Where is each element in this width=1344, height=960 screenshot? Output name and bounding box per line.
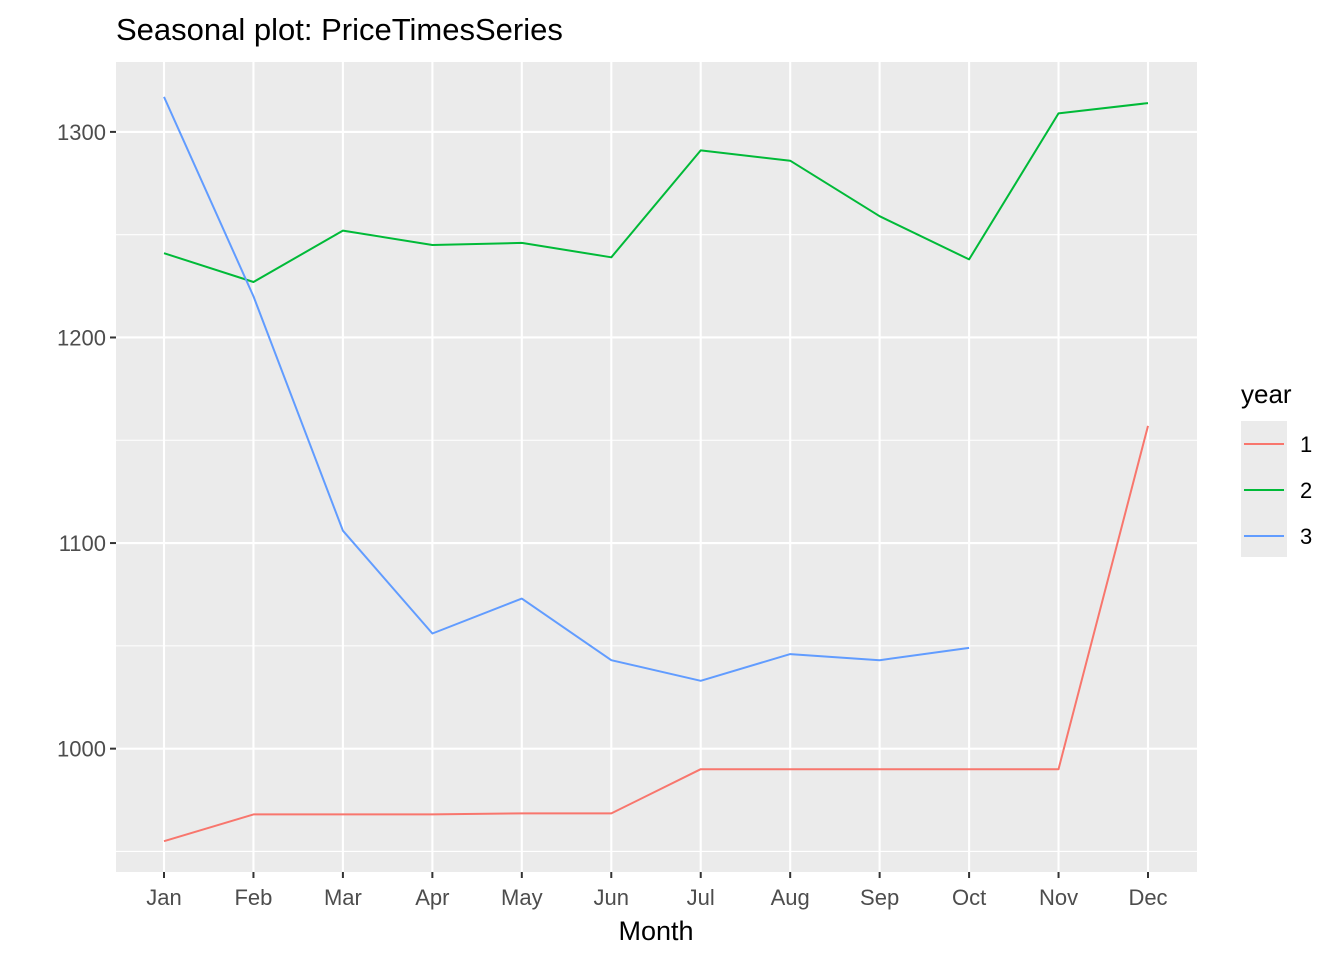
legend-title: year [1241, 379, 1292, 409]
legend-label-year-2: 2 [1300, 478, 1312, 503]
y-tick-label: 1300 [57, 120, 106, 145]
series-lines [163, 96, 1149, 843]
x-tick-label: Nov [1039, 885, 1078, 910]
legend-label-year-3: 3 [1300, 524, 1312, 549]
x-tick-label: Jun [594, 885, 629, 910]
x-tick-label: Mar [324, 885, 362, 910]
x-tick-label: Dec [1128, 885, 1167, 910]
y-tick-label: 1000 [57, 737, 106, 762]
x-tick-label: Feb [234, 885, 272, 910]
x-tick-label: Sep [860, 885, 899, 910]
chart-title: Seasonal plot: PriceTimesSeries [116, 12, 563, 47]
y-tick-label: 1100 [59, 531, 106, 556]
x-tick-label: Aug [771, 885, 810, 910]
x-tick-label: May [501, 885, 543, 910]
x-tick-label: Oct [952, 885, 986, 910]
y-tick-label: 1200 [57, 325, 106, 350]
legend: year 1 2 3 [1241, 379, 1312, 557]
x-tick-label: Jul [687, 885, 715, 910]
x-tick-label: Jan [146, 885, 181, 910]
series-line-year-1 [163, 425, 1149, 843]
x-axis: Jan Feb Mar Apr May Jun Jul Aug Sep Oct Nov Dec [146, 872, 1168, 910]
legend-label-year-1: 1 [1300, 432, 1312, 457]
major-gridlines [116, 62, 1197, 872]
x-tick-label: Apr [415, 885, 449, 910]
y-axis: 1000 1100 1200 1300 [57, 120, 116, 762]
plot-panel [116, 62, 1197, 872]
x-axis-title: Month [618, 916, 693, 946]
series-line-year-2 [163, 102, 1149, 283]
series-line-year-3 [163, 96, 970, 682]
minor-gridlines [116, 234, 1197, 852]
